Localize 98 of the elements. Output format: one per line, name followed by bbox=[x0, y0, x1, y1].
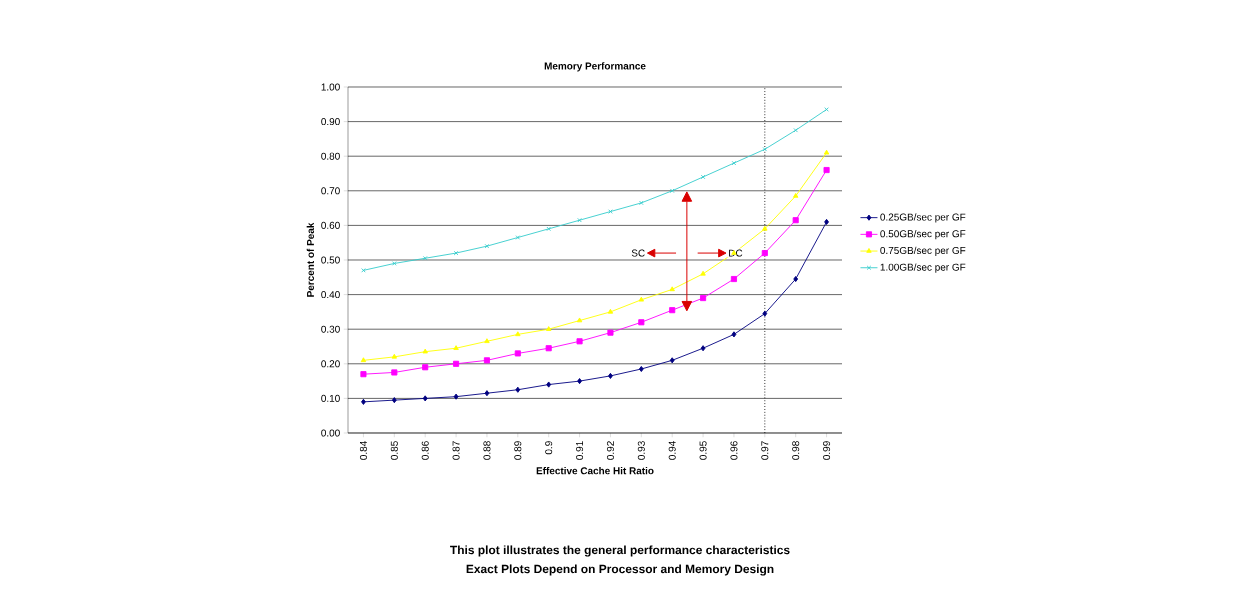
point bbox=[546, 226, 551, 232]
point bbox=[761, 250, 768, 257]
point bbox=[360, 357, 367, 363]
point bbox=[762, 310, 768, 317]
x-tick-label: 0.85 bbox=[390, 441, 398, 460]
legend-label: 1.00GB/sec per GF bbox=[880, 263, 966, 273]
point bbox=[700, 174, 706, 180]
point bbox=[700, 270, 706, 276]
point bbox=[669, 357, 675, 364]
point bbox=[669, 307, 676, 314]
point bbox=[422, 395, 428, 402]
point bbox=[483, 357, 490, 364]
point bbox=[422, 364, 429, 371]
point bbox=[639, 200, 644, 206]
point bbox=[546, 326, 552, 331]
point bbox=[484, 243, 490, 249]
y-axis-title: Percent of Peak bbox=[306, 222, 314, 297]
point bbox=[576, 338, 583, 345]
point bbox=[793, 275, 799, 283]
y-tick-label: 1.00 bbox=[321, 83, 340, 91]
legend-label: 0.50GB/sec per GF bbox=[880, 229, 966, 240]
point bbox=[731, 331, 737, 338]
x-tick-label: 0.87 bbox=[452, 441, 460, 460]
point bbox=[422, 255, 428, 261]
point bbox=[792, 217, 799, 224]
point bbox=[793, 127, 798, 133]
point bbox=[823, 149, 830, 155]
chart-title: Memory Performance bbox=[544, 62, 646, 72]
legend-label: 0.75GB/sec per GF bbox=[880, 246, 966, 256]
y-tick-label: 0.20 bbox=[321, 360, 340, 368]
x-tick-label: 0.9 bbox=[545, 441, 553, 455]
x-tick-label: 0.86 bbox=[421, 441, 429, 460]
x-tick-label: 0.92 bbox=[606, 441, 614, 460]
annotation: SC bbox=[631, 249, 645, 257]
point bbox=[391, 353, 398, 359]
x-tick-label: 0.91 bbox=[576, 441, 584, 460]
point bbox=[823, 167, 830, 174]
point bbox=[607, 329, 614, 336]
point bbox=[700, 345, 706, 352]
point bbox=[669, 286, 675, 292]
text: Exact Plots Depend on Processor and Memory Design bbox=[466, 564, 774, 576]
x-tick-label: 0.97 bbox=[761, 441, 769, 460]
x-axis-title: Effective Cache Hit Ratio bbox=[536, 467, 654, 475]
legend-label: 0.25GB/sec per GF bbox=[880, 213, 966, 223]
y-tick-label: 0.60 bbox=[321, 221, 340, 229]
x-tick-label: 0.89 bbox=[514, 441, 522, 460]
y-tick-label: 0.70 bbox=[321, 187, 340, 195]
point bbox=[484, 338, 490, 344]
y-tick-label: 0.30 bbox=[321, 325, 340, 333]
point bbox=[392, 261, 397, 266]
point bbox=[422, 348, 428, 354]
point bbox=[608, 209, 613, 214]
point bbox=[545, 345, 552, 352]
point bbox=[638, 319, 645, 326]
point bbox=[453, 345, 459, 350]
point bbox=[360, 371, 367, 378]
x-tick-label: 0.93 bbox=[637, 441, 645, 460]
point bbox=[546, 381, 552, 388]
point bbox=[391, 369, 398, 376]
point bbox=[577, 378, 582, 385]
y-tick-label: 0.50 bbox=[321, 256, 340, 264]
x-tick-label: 0.88 bbox=[483, 441, 491, 460]
x-tick-label: 0.98 bbox=[792, 441, 800, 460]
y-tick-label: 0.90 bbox=[321, 118, 340, 126]
point bbox=[515, 235, 521, 240]
point bbox=[576, 317, 583, 323]
y-tick-label: 0.40 bbox=[321, 291, 340, 299]
point bbox=[638, 365, 644, 373]
x-tick-label: 0.96 bbox=[730, 441, 738, 460]
point bbox=[638, 296, 645, 302]
point bbox=[731, 160, 737, 166]
point bbox=[762, 225, 768, 231]
point bbox=[577, 217, 582, 223]
point bbox=[607, 308, 614, 314]
x-tick-label: 0.95 bbox=[699, 441, 707, 460]
y-tick-label: 0.80 bbox=[321, 152, 340, 160]
point bbox=[608, 372, 613, 379]
text: This plot illustrates the general performance characteristics bbox=[450, 545, 790, 557]
point bbox=[793, 192, 799, 198]
point bbox=[762, 147, 768, 152]
point bbox=[453, 360, 460, 367]
y-tick-label: 0.00 bbox=[321, 429, 340, 437]
point bbox=[514, 350, 521, 357]
point bbox=[453, 250, 459, 256]
x-tick-label: 0.94 bbox=[668, 441, 676, 460]
point bbox=[484, 390, 490, 397]
point bbox=[515, 386, 521, 393]
y-tick-label: 0.10 bbox=[321, 394, 340, 402]
x-tick-label: 0.99 bbox=[823, 441, 831, 460]
x-tick-label: 0.84 bbox=[359, 441, 367, 460]
point bbox=[453, 393, 459, 400]
point bbox=[669, 188, 675, 194]
point bbox=[391, 397, 397, 404]
point bbox=[700, 295, 707, 302]
point bbox=[824, 218, 829, 225]
point bbox=[730, 275, 737, 283]
point bbox=[515, 331, 521, 337]
point bbox=[361, 398, 366, 405]
